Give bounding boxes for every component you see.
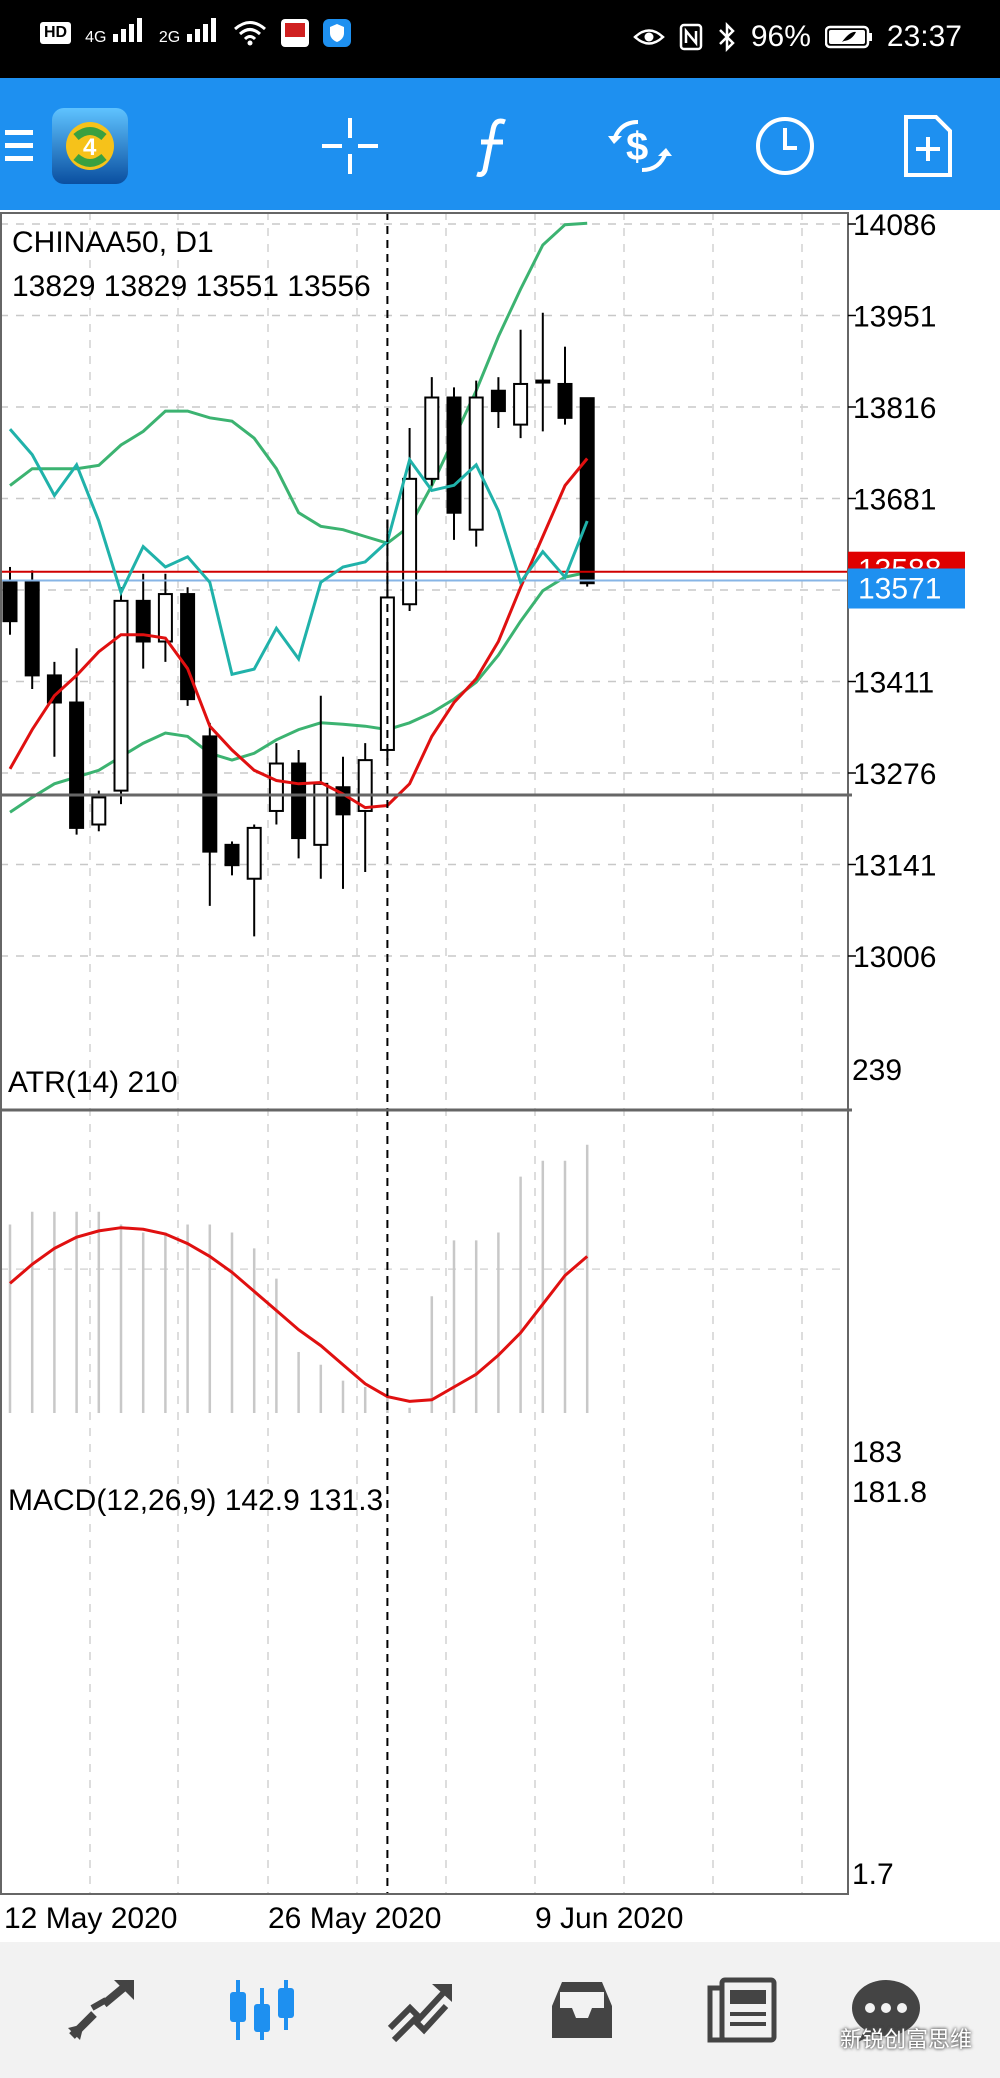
candle-body: [313, 782, 329, 846]
svg-text:$: $: [626, 125, 648, 169]
candle-body: [579, 397, 595, 585]
shield-notification-icon: [322, 18, 351, 47]
signal-bars-icon: [112, 18, 142, 42]
price-tick-label: 13681: [853, 484, 936, 517]
candle-body: [424, 396, 440, 480]
candle-body: [291, 762, 307, 840]
battery-icon: [824, 25, 872, 49]
bluetooth-icon: [718, 22, 735, 52]
status-right: 96% 23:37: [633, 20, 962, 54]
candle-body: [535, 379, 551, 384]
watermark-text: 新锐创富思维: [839, 2027, 972, 2052]
indicators-f-icon[interactable]: [455, 106, 535, 186]
macd-histogram-layer: [8, 1144, 589, 1413]
price-tick-label: 13006: [853, 941, 936, 974]
news-icon[interactable]: [702, 1970, 782, 2050]
candle-body: [2, 579, 18, 623]
candle-body: [157, 593, 173, 643]
currency-cycle-icon[interactable]: $: [600, 106, 680, 186]
menu-icon[interactable]: [0, 106, 40, 186]
candle-body: [268, 762, 284, 812]
candle-body: [402, 477, 418, 606]
nfc-icon: [679, 23, 703, 51]
macd-label: MACD(12,26,9) 142.9 131.3: [8, 1484, 383, 1517]
wifi-icon: [233, 20, 266, 45]
signal-bars-icon-2: [186, 18, 216, 42]
mt4-logo-icon[interactable]: 4: [50, 106, 130, 186]
atr-tick-bottom: 183: [852, 1436, 902, 1469]
trade-icon[interactable]: [382, 1970, 462, 2050]
price-tick-label: 13141: [853, 850, 936, 883]
chart-grid: [0, 212, 848, 1894]
date-label-1: 12 May 2020: [4, 1902, 177, 1935]
atr-tick-top: 239: [852, 1054, 902, 1087]
macd-tick-bottom: 1.7: [852, 1858, 894, 1891]
chart-border: [0, 212, 849, 1895]
candle-body: [135, 599, 151, 643]
chat-icon[interactable]: [846, 1970, 926, 2050]
price-chart[interactable]: CHINAA50, D1 13829 13829 13551 13556 ATR…: [0, 209, 1000, 1940]
chart-frame: [0, 212, 852, 1895]
status-bar: HD 4G 2G 96% 23:37: [0, 0, 1000, 78]
atr-label: ATR(14) 210: [8, 1066, 178, 1099]
network-2g-label: 2G: [158, 29, 181, 46]
bid-price-label: 13571: [858, 573, 941, 606]
top-toolbar: 4 $: [0, 78, 1000, 210]
signal-2g-icon: 2G: [159, 18, 219, 47]
clock-icon[interactable]: [745, 106, 825, 186]
bollinger-lower-line: [254, 916, 587, 1062]
price-tick-label: 13951: [853, 301, 936, 334]
price-tick-label: 14086: [853, 212, 936, 242]
bid-price-tag: 13571: [848, 568, 965, 609]
candle-body: [446, 396, 462, 514]
candle-body: [113, 599, 129, 792]
clock-time: 23:37: [886, 20, 962, 53]
crosshair-icon[interactable]: [310, 106, 390, 186]
candle-body: [490, 389, 506, 413]
candle-body: [246, 826, 262, 880]
ohlc-label: 13829 13829 13551 13556: [12, 270, 371, 303]
signal-4g-icon: 4G: [85, 18, 145, 47]
hd-icon: HD: [40, 21, 72, 44]
quotes-icon[interactable]: [62, 1970, 142, 2050]
add-page-icon[interactable]: [888, 106, 968, 186]
indicator-lines-layer: [0, 212, 848, 1894]
battery-percent: 96%: [750, 20, 811, 53]
bollinger-layer: [9, 221, 588, 1062]
price-tick-label: 13411: [853, 667, 934, 700]
atr-line: [8, 428, 589, 677]
symbol-label: CHINAA50, D1: [12, 226, 214, 259]
svg-text:4: 4: [83, 134, 97, 161]
candle-body: [557, 382, 573, 419]
macd-tick-top: 181.8: [852, 1476, 927, 1509]
candle-body: [24, 579, 40, 677]
candle-body: [224, 843, 240, 867]
price-tick-label: 13276: [853, 758, 936, 791]
macd-signal-line: [9, 1226, 589, 1403]
candle-body: [69, 701, 85, 829]
bollinger-upper-line: [9, 221, 588, 545]
app-notification-icon: [280, 18, 309, 47]
chart-icon[interactable]: [222, 1970, 302, 2050]
status-left: HD 4G 2G: [40, 18, 351, 47]
candle-body: [357, 759, 373, 812]
bottom-navigation: 新锐创富思维: [0, 1942, 1000, 2078]
candle-body: [91, 796, 107, 826]
price-tick-label: 13816: [853, 392, 936, 425]
bollinger-middle-line: [9, 570, 588, 814]
date-label-3: 9 Jun 2020: [535, 1902, 683, 1935]
date-label-2: 26 May 2020: [268, 1902, 441, 1935]
candle-body: [180, 593, 196, 701]
chart-area[interactable]: CHINAA50, D1 13829 13829 13551 13556 ATR…: [0, 209, 1000, 1940]
network-4g-label: 4G: [85, 29, 107, 46]
candle-body: [46, 674, 62, 704]
eye-icon: [633, 29, 665, 45]
moving-average-line: [8, 457, 589, 810]
history-icon[interactable]: [542, 1970, 622, 2050]
candle-body: [513, 382, 529, 426]
